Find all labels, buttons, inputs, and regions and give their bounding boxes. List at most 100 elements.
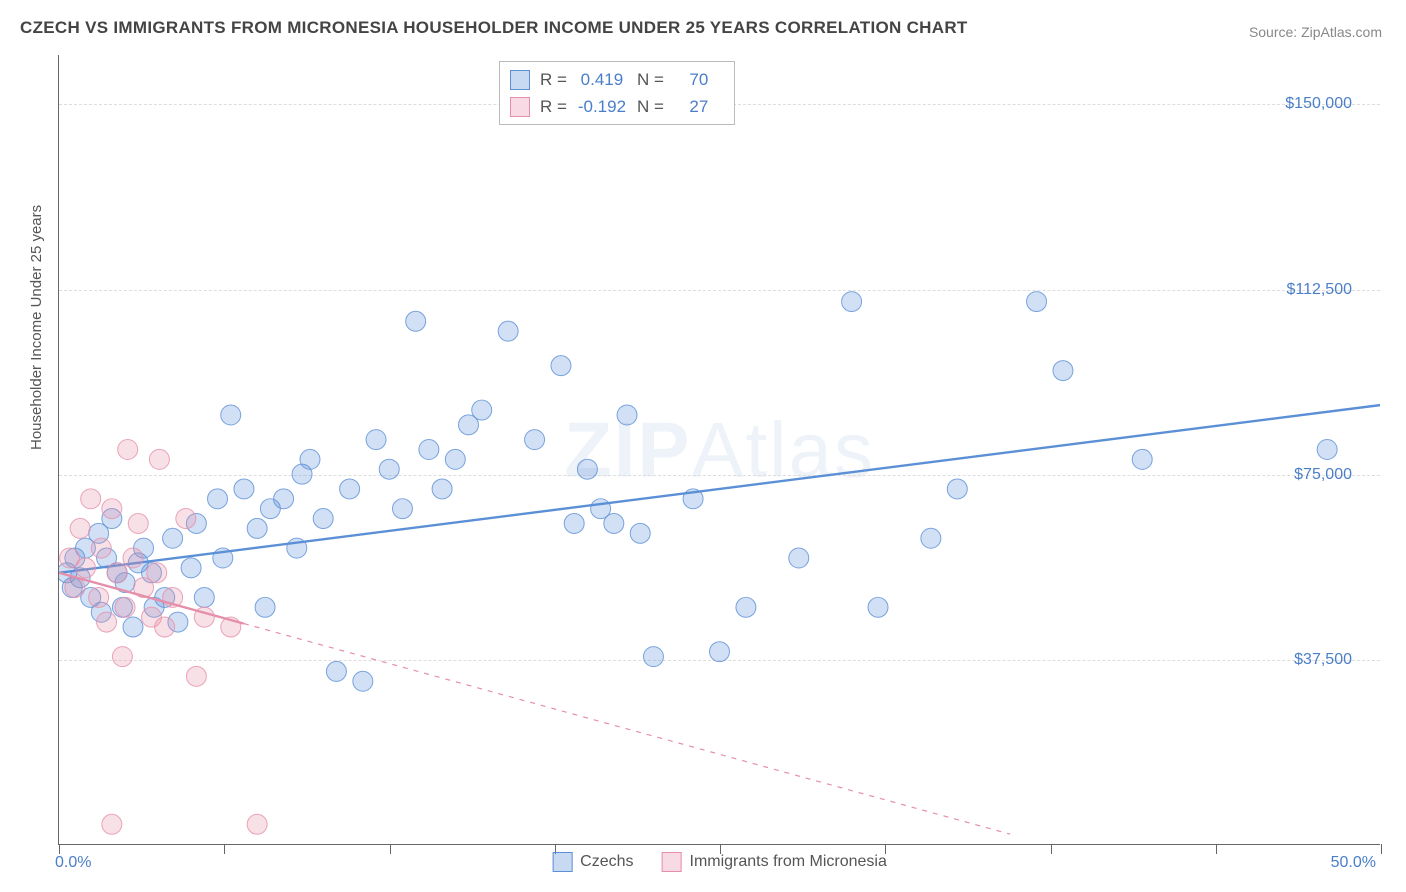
data-point: [842, 292, 862, 312]
data-point: [459, 415, 479, 435]
data-point: [221, 405, 241, 425]
data-point: [498, 321, 518, 341]
data-point: [551, 356, 571, 376]
data-point: [149, 449, 169, 469]
data-point: [683, 489, 703, 509]
y-tick-label: $37,500: [1294, 651, 1352, 669]
data-point: [186, 513, 206, 533]
stats-row-micronesia: R = -0.192 N = 27: [510, 93, 724, 120]
y-tick-label: $75,000: [1294, 466, 1352, 484]
data-point: [123, 548, 143, 568]
data-point: [62, 578, 82, 598]
data-point: [710, 642, 730, 662]
data-point: [134, 538, 154, 558]
data-point: [432, 479, 452, 499]
data-point: [379, 459, 399, 479]
r-value-czechs: 0.419: [577, 66, 627, 93]
data-point: [128, 553, 148, 573]
watermark-text: ZIPAtlas: [564, 404, 875, 495]
swatch-czechs-icon: [552, 852, 572, 872]
data-point: [102, 499, 122, 519]
legend-item-micronesia: Immigrants from Micronesia: [661, 852, 886, 872]
data-point: [115, 597, 135, 617]
data-point: [260, 499, 280, 519]
r-label: R =: [540, 66, 567, 93]
data-point: [221, 617, 241, 637]
y-tick-label: $112,500: [1286, 281, 1352, 299]
correlation-stats-box: R = 0.419 N = 70 R = -0.192 N = 27: [499, 61, 735, 125]
data-point: [134, 578, 154, 598]
data-point: [107, 563, 127, 583]
data-point: [736, 597, 756, 617]
data-point: [255, 597, 275, 617]
stats-row-czechs: R = 0.419 N = 70: [510, 66, 724, 93]
data-point: [208, 489, 228, 509]
data-point: [525, 430, 545, 450]
x-tick: [224, 844, 225, 854]
swatch-micronesia-icon: [510, 97, 530, 117]
n-value-czechs: 70: [674, 66, 724, 93]
data-point: [155, 617, 175, 637]
data-point: [91, 602, 111, 622]
legend-label-micronesia: Immigrants from Micronesia: [689, 853, 886, 871]
data-point: [112, 647, 132, 667]
data-point: [445, 449, 465, 469]
data-point: [163, 528, 183, 548]
data-point: [112, 597, 132, 617]
data-point: [155, 587, 175, 607]
data-point: [65, 548, 85, 568]
data-point: [1027, 292, 1047, 312]
x-tick: [1051, 844, 1052, 854]
data-point: [406, 311, 426, 331]
data-point: [168, 612, 188, 632]
x-axis-max: 50.0%: [1331, 854, 1376, 872]
data-point: [70, 518, 90, 538]
r-label: R =: [540, 93, 567, 120]
swatch-czechs-icon: [510, 70, 530, 90]
n-label: N =: [637, 66, 664, 93]
trend-line: [59, 405, 1380, 573]
data-point: [144, 597, 164, 617]
x-tick: [1216, 844, 1217, 854]
data-point: [147, 563, 167, 583]
y-tick-label: $150,000: [1285, 95, 1352, 113]
data-point: [194, 587, 214, 607]
chart-plot-area: ZIPAtlas $37,500$75,000$112,500$150,000 …: [58, 55, 1380, 845]
r-value-micronesia: -0.192: [577, 93, 627, 120]
series-legend: Czechs Immigrants from Micronesia: [552, 852, 887, 872]
scatter-svg: [59, 55, 1380, 844]
data-point: [89, 587, 109, 607]
data-point: [234, 479, 254, 499]
data-point: [340, 479, 360, 499]
data-point: [1053, 361, 1073, 381]
n-label: N =: [637, 93, 664, 120]
data-point: [630, 523, 650, 543]
data-point: [102, 814, 122, 834]
x-tick: [59, 844, 60, 854]
n-value-micronesia: 27: [674, 93, 724, 120]
x-axis-min: 0.0%: [55, 854, 91, 872]
data-point: [186, 666, 206, 686]
data-point: [213, 548, 233, 568]
data-point: [868, 597, 888, 617]
data-point: [89, 523, 109, 543]
data-point: [591, 499, 611, 519]
data-point: [141, 563, 161, 583]
legend-item-czechs: Czechs: [552, 852, 633, 872]
x-tick: [390, 844, 391, 854]
data-point: [643, 647, 663, 667]
data-point: [921, 528, 941, 548]
gridline-h: [59, 290, 1380, 291]
data-point: [102, 509, 122, 529]
data-point: [326, 661, 346, 681]
data-point: [604, 513, 624, 533]
data-point: [115, 573, 135, 593]
data-point: [75, 538, 95, 558]
gridline-h: [59, 660, 1380, 661]
gridline-h: [59, 475, 1380, 476]
data-point: [789, 548, 809, 568]
data-point: [247, 518, 267, 538]
trend-line: [59, 573, 244, 624]
data-point: [81, 489, 101, 509]
data-point: [181, 558, 201, 578]
